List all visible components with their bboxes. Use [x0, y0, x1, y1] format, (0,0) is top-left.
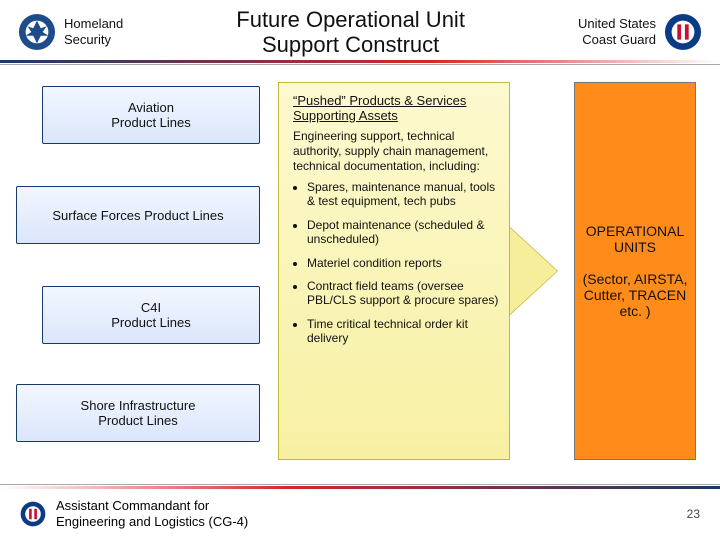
arrow-head: [509, 227, 557, 315]
uscg-seal-icon: [664, 13, 702, 51]
operational-units-subtitle: (Sector, AIRSTA, Cutter, TRACEN etc. ): [579, 271, 691, 319]
footer: Assistant Commandant forEngineering and …: [0, 488, 720, 540]
header-left-org: HomelandSecurity: [64, 16, 123, 47]
pushed-products-arrow: “Pushed” Products & Services Supporting …: [278, 82, 598, 460]
arrow-bullet-list: Spares, maintenance manual, tools & test…: [307, 180, 499, 346]
product-line-box: Shore InfrastructureProduct Lines: [16, 384, 260, 442]
header-right-org: United StatesCoast Guard: [578, 16, 656, 47]
header-left: HomelandSecurity: [18, 13, 123, 51]
header-right: United StatesCoast Guard: [578, 13, 702, 51]
arrow-bullet: Time critical technical order kit delive…: [307, 317, 499, 346]
operational-units-box: OPERATIONALUNITS (Sector, AIRSTA, Cutter…: [574, 82, 696, 460]
slide: HomelandSecurity Future Operational Unit…: [0, 0, 720, 540]
arrow-label: “Pushed” Products & Services Supporting …: [293, 93, 499, 123]
arrow-bullet: Contract field teams (oversee PBL/CLS su…: [307, 279, 499, 308]
slide-number: 23: [687, 507, 700, 521]
dhs-seal-icon: [18, 13, 56, 51]
header: HomelandSecurity Future Operational Unit…: [0, 0, 720, 58]
footer-owner: Assistant Commandant forEngineering and …: [56, 498, 248, 529]
product-line-box: C4IProduct Lines: [42, 286, 260, 344]
product-line-box: AviationProduct Lines: [42, 86, 260, 144]
footer-seal-icon: [20, 501, 46, 527]
footer-left: Assistant Commandant forEngineering and …: [20, 498, 248, 529]
operational-units-title: OPERATIONALUNITS: [586, 223, 685, 255]
arrow-bullet: Materiel condition reports: [307, 256, 499, 270]
header-divider: [0, 60, 720, 66]
slide-title: Future Operational UnitSupport Construct: [123, 7, 578, 58]
arrow-body: “Pushed” Products & Services Supporting …: [278, 82, 510, 460]
product-line-box: Surface Forces Product Lines: [16, 186, 260, 244]
arrow-bullet: Depot maintenance (scheduled & unschedul…: [307, 218, 499, 247]
arrow-intro: Engineering support, technical authority…: [293, 129, 499, 174]
main-area: AviationProduct Lines Surface Forces Prod…: [0, 78, 720, 484]
arrow-bullet: Spares, maintenance manual, tools & test…: [307, 180, 499, 209]
